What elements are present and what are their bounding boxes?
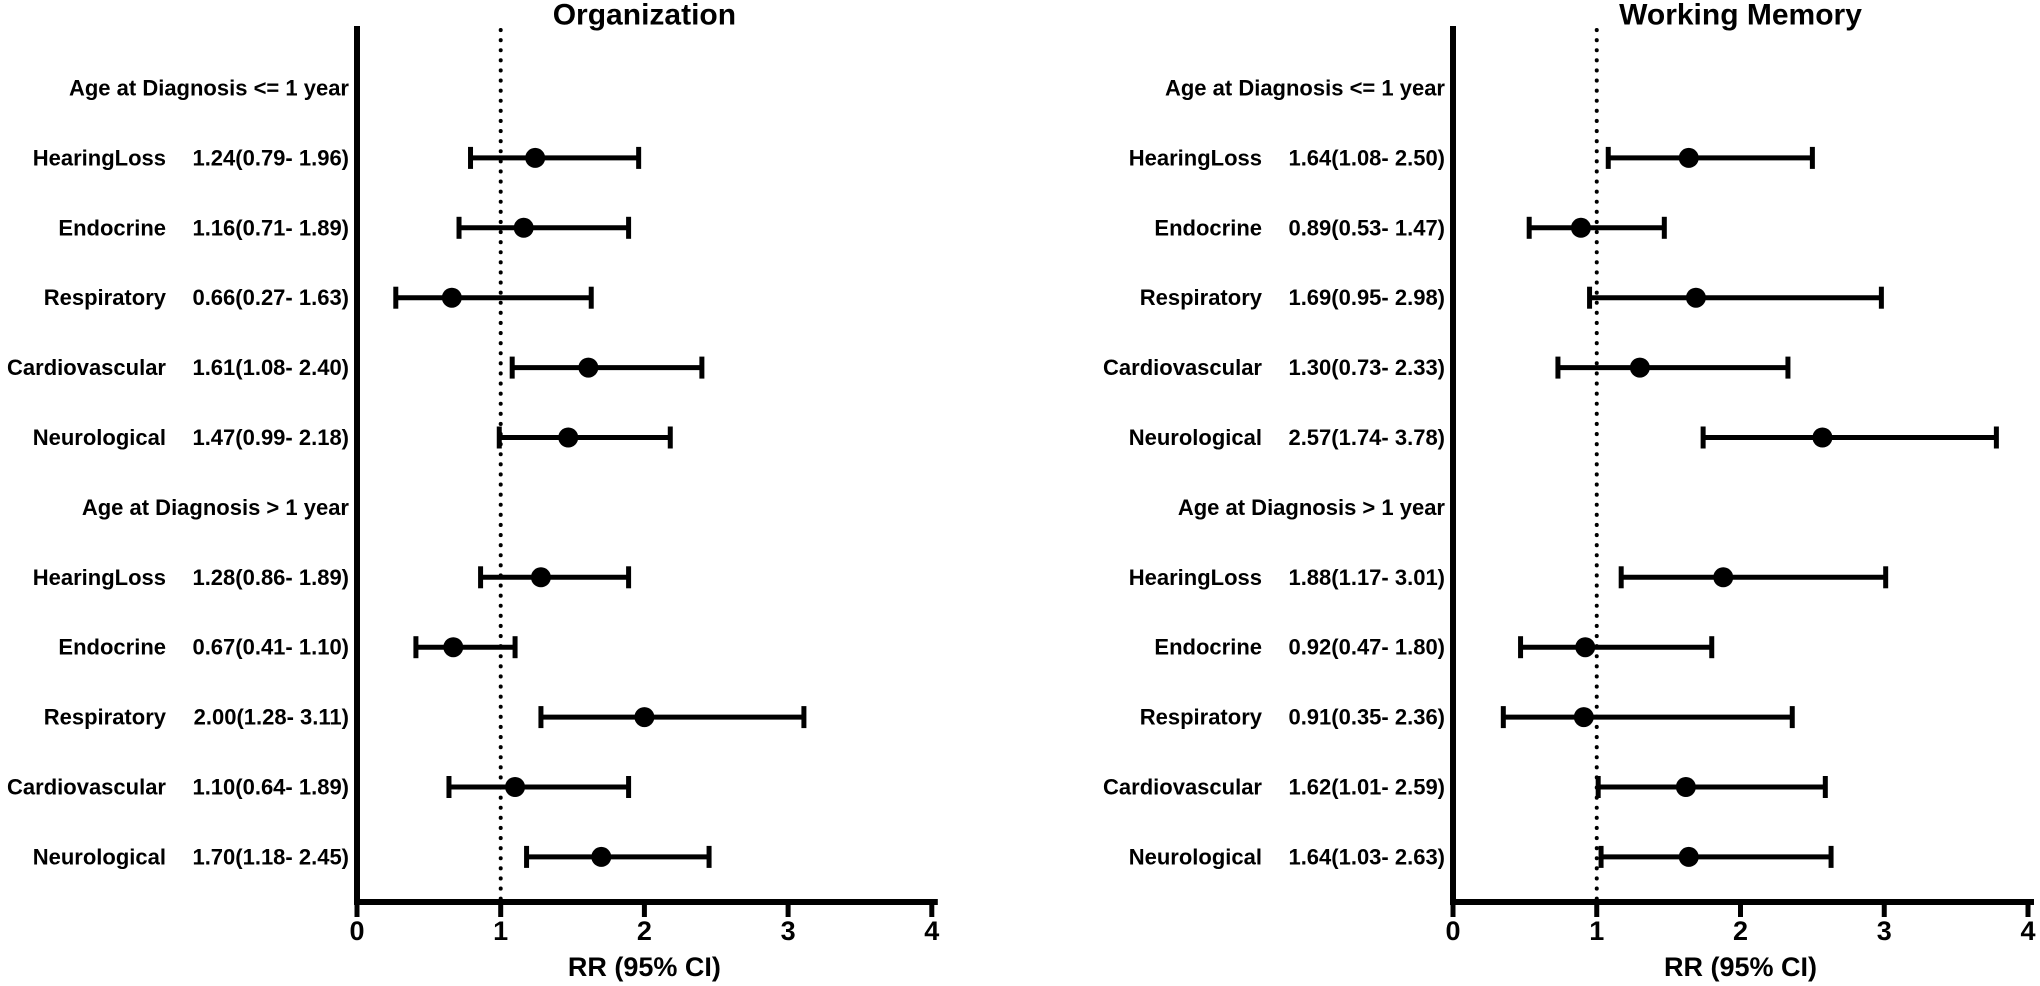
panel-working-memory: Working Memory 0 1 2 3 4 RR (95% CI) Age at Dia…	[1103, 0, 2035, 982]
row-label: Cardiovascular	[7, 775, 166, 800]
group-header: Age at Diagnosis > 1 year	[1178, 495, 1446, 520]
row-label: Neurological	[33, 844, 166, 869]
x-tick-label: 3	[781, 916, 796, 946]
row-value: 1.24(0.79- 1.96)	[192, 145, 349, 170]
row-value: 2.57(1.74- 3.78)	[1288, 425, 1445, 450]
x-axis-label: RR (95% CI)	[1664, 952, 1817, 982]
row-value: 0.92(0.47- 1.80)	[1288, 635, 1445, 660]
row-label: Respiratory	[44, 705, 167, 730]
point-estimate	[1678, 846, 1699, 867]
row-value: 0.67(0.41- 1.10)	[192, 635, 349, 660]
row-label: Respiratory	[1140, 285, 1263, 310]
point-estimate	[1675, 777, 1696, 797]
row-label: Cardiovascular	[1103, 775, 1262, 800]
row-label: Respiratory	[44, 285, 167, 310]
point-estimate	[530, 567, 551, 588]
point-estimate	[558, 427, 579, 448]
row-label: Neurological	[1129, 844, 1262, 869]
row-value: 1.47(0.99- 2.18)	[192, 425, 349, 450]
point-estimate	[443, 637, 464, 658]
row-label: Cardiovascular	[1103, 355, 1262, 380]
point-estimate	[513, 217, 534, 238]
row-label: Neurological	[1129, 425, 1262, 450]
row-label: Respiratory	[1140, 705, 1263, 730]
row-value: 1.62(1.01- 2.59)	[1288, 775, 1445, 800]
row-label: Neurological	[33, 425, 166, 450]
row-value: 1.61(1.08- 2.40)	[192, 355, 349, 380]
row-value: 1.28(0.86- 1.89)	[192, 565, 349, 590]
x-tick-label: 1	[1589, 916, 1604, 946]
point-estimate	[1678, 147, 1699, 168]
row-label: Endocrine	[1154, 215, 1262, 240]
x-tick-label: 2	[1733, 916, 1748, 946]
panel-title: Working Memory	[1619, 0, 1862, 32]
point-estimate	[634, 707, 655, 728]
row-value: 0.91(0.35- 2.36)	[1288, 705, 1445, 730]
row-label: Endocrine	[1154, 635, 1262, 660]
point-estimate	[1570, 217, 1591, 238]
x-tick-label: 3	[1877, 916, 1892, 946]
row-label: HearingLoss	[1129, 145, 1262, 170]
row-value: 2.00(1.28- 3.11)	[194, 705, 349, 730]
row-label: HearingLoss	[33, 145, 166, 170]
x-tick-label: 0	[1445, 916, 1460, 946]
panel-organization: Organization 0 1 2 3 4 RR (95% CI) Age at Diagn…	[7, 0, 939, 982]
point-estimate	[1629, 357, 1650, 378]
x-tick-label: 4	[2020, 916, 2035, 946]
x-tick-label: 2	[637, 916, 652, 946]
x-tick-label: 0	[349, 916, 364, 946]
group-header: Age at Diagnosis > 1 year	[82, 495, 350, 520]
group-header: Age at Diagnosis <= 1 year	[69, 76, 349, 101]
row-value: 1.16(0.71- 1.89)	[192, 215, 349, 240]
point-estimate	[505, 777, 526, 797]
point-estimate	[525, 147, 546, 168]
point-estimate	[441, 287, 462, 308]
row-value: 1.64(1.08- 2.50)	[1288, 145, 1445, 170]
row-label: Endocrine	[58, 635, 166, 660]
row-value: 1.10(0.64- 1.89)	[192, 775, 349, 800]
point-estimate	[1573, 707, 1594, 728]
row-value: 1.70(1.18- 2.45)	[192, 844, 349, 869]
group-header: Age at Diagnosis <= 1 year	[1165, 76, 1445, 101]
point-estimate	[1713, 567, 1734, 588]
row-label: Cardiovascular	[7, 355, 166, 380]
point-estimate	[578, 357, 599, 378]
row-value: 1.64(1.03- 2.63)	[1288, 844, 1445, 869]
x-axis-label: RR (95% CI)	[568, 952, 721, 982]
panel-title: Organization	[553, 0, 736, 32]
row-value: 0.66(0.27- 1.63)	[192, 285, 349, 310]
point-estimate	[591, 846, 612, 867]
row-value: 1.88(1.17- 3.01)	[1288, 565, 1445, 590]
x-tick-label: 1	[493, 916, 508, 946]
point-estimate	[1812, 427, 1833, 448]
point-estimate	[1575, 637, 1596, 658]
x-tick-label: 4	[924, 916, 939, 946]
row-label: Endocrine	[58, 215, 166, 240]
row-value: 1.30(0.73- 2.33)	[1288, 355, 1445, 380]
row-value: 1.69(0.95- 2.98)	[1288, 285, 1445, 310]
point-estimate	[1685, 287, 1706, 308]
row-label: HearingLoss	[33, 565, 166, 590]
row-label: HearingLoss	[1129, 565, 1262, 590]
row-value: 0.89(0.53- 1.47)	[1288, 215, 1445, 240]
